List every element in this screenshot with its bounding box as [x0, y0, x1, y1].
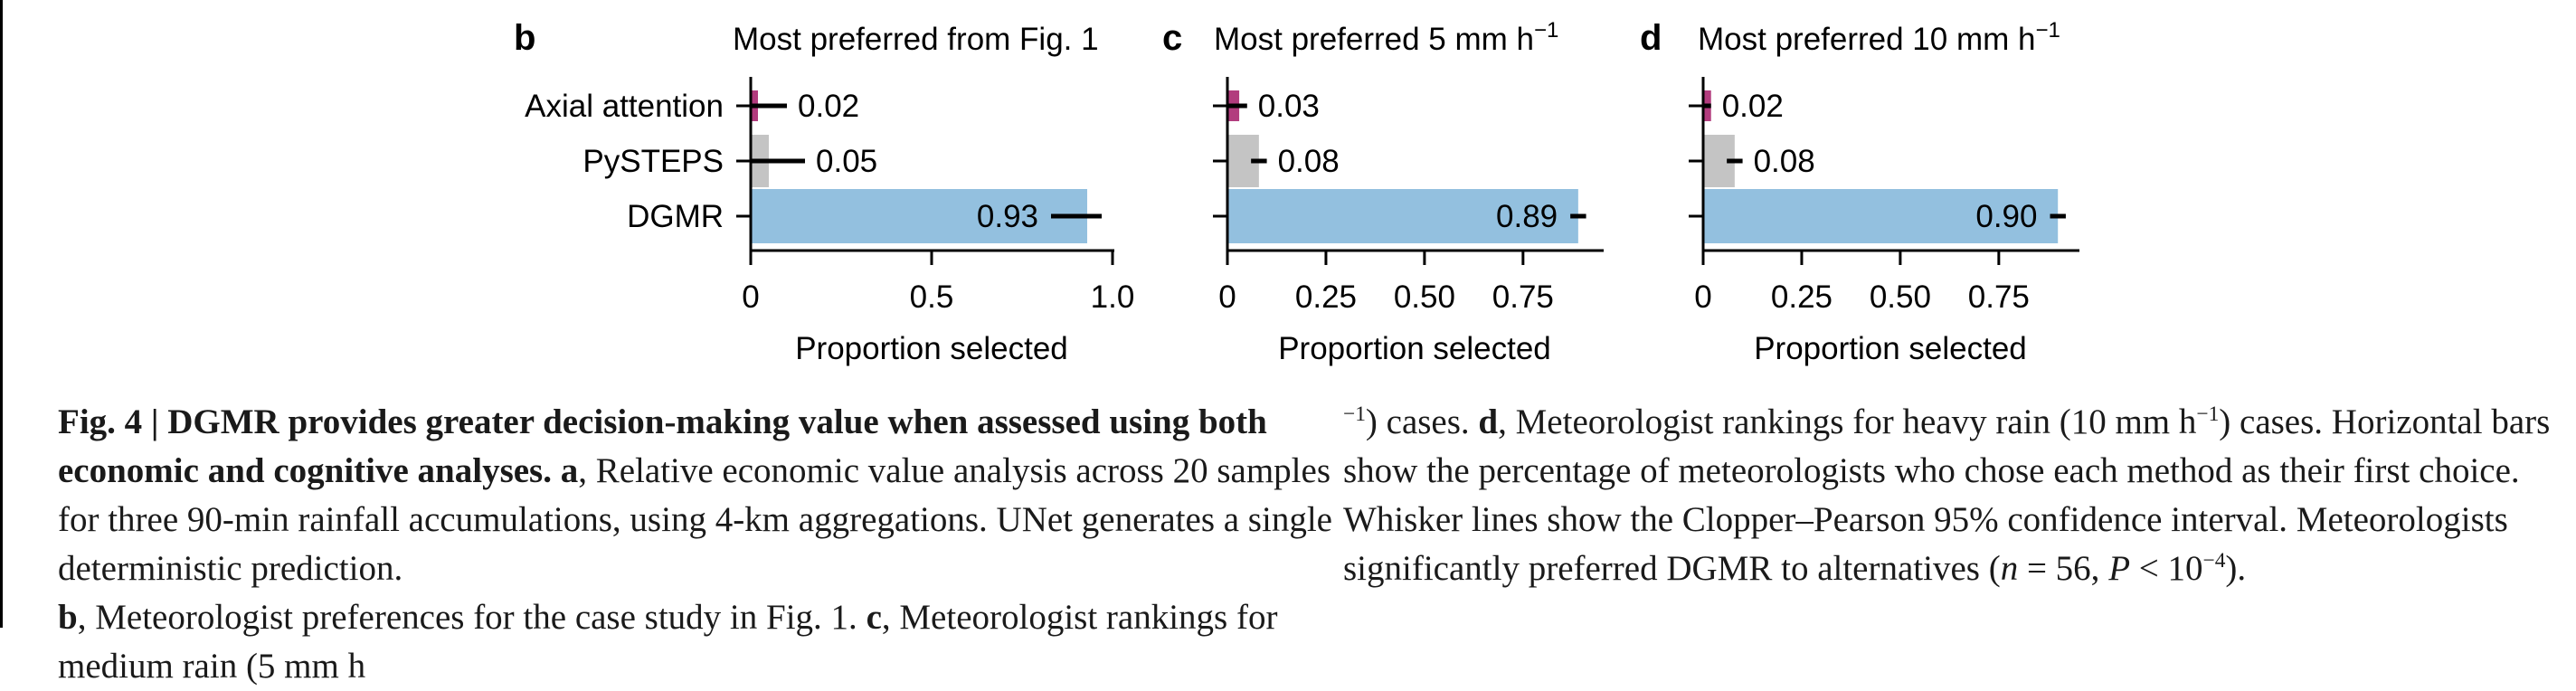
caption-letter-d: d — [1478, 402, 1499, 441]
value-label-b: 0.93 — [977, 199, 1038, 234]
value-label-d: 0.90 — [1975, 199, 2037, 234]
caption-unit-sup-c: −1 — [1343, 402, 1366, 426]
panel-title-sup-c: −1 — [1534, 18, 1558, 43]
x-tick-label-b: 0 — [742, 279, 759, 315]
caption-column-left: Fig. 4 | DGMR provides greater decision-… — [58, 398, 1342, 691]
chart-panel-d: d Most preferred 10 mm h−1 0.02 0.08 0.90 0 0.… — [1640, 18, 2079, 366]
caption-end: ). — [2225, 549, 2247, 588]
value-label-b: 0.02 — [798, 89, 859, 124]
caption-p-sup: −4 — [2202, 549, 2226, 573]
value-label-d: 0.02 — [1722, 89, 1784, 124]
left-margin-rule — [0, 0, 3, 628]
caption-fig-label: Fig. 4 | — [58, 402, 168, 441]
caption-p-eq: < 10 — [2130, 549, 2203, 588]
category-label-dgmr: DGMR — [627, 199, 724, 234]
x-axis-label-c: Proportion selected — [1278, 331, 1551, 366]
panel-letter-b: b — [514, 18, 535, 58]
x-tick-label-d: 0 — [1694, 279, 1711, 315]
panel-title-c: Most preferred 5 mm h−1 — [1214, 18, 1558, 57]
value-label-b: 0.05 — [816, 144, 877, 179]
caption-letter-a: a — [560, 451, 579, 490]
value-label-c: 0.08 — [1278, 144, 1340, 179]
bar-dgmr-d — [1703, 189, 2059, 243]
panel-letter-c: c — [1162, 18, 1182, 58]
x-tick-label-c: 0.25 — [1295, 279, 1357, 315]
panel-title-sup-d: −1 — [2035, 18, 2060, 43]
caption-n-var: n — [2000, 549, 2019, 588]
value-label-c: 0.89 — [1496, 199, 1558, 234]
panel-title-d: Most preferred 10 mm h−1 — [1698, 18, 2060, 57]
x-tick-label-d: 0.75 — [1968, 279, 2030, 315]
caption-d-text-1: , Meteorologist rankings for heavy rain … — [1498, 402, 2197, 441]
value-label-d: 0.08 — [1754, 144, 1815, 179]
caption-a-text: , Relative economic value analysis acros… — [58, 451, 1332, 588]
caption-text-right: −1) cases. d, Meteorologist rankings for… — [1343, 398, 2569, 593]
x-tick-label-c: 0.75 — [1492, 279, 1554, 315]
panel-letter-d: d — [1640, 18, 1662, 58]
panel-title-b: Most preferred from Fig. 1 — [733, 22, 1099, 57]
caption-c-text-2: ) cases. — [1365, 402, 1470, 441]
x-tick-label-b: 1.0 — [1091, 279, 1135, 315]
caption-p-var: P — [2108, 549, 2131, 588]
category-label-pysteps: PySTEPS — [582, 144, 724, 179]
caption-b-text: , Meteorologist preferences for the case… — [77, 598, 857, 637]
x-tick-label-c: 0 — [1218, 279, 1236, 315]
x-axis-label-b: Proportion selected — [795, 331, 1068, 366]
caption-d-text-2: ) cases. Horizontal bars show the percen… — [1343, 402, 2551, 588]
chart-panel-b: b Most preferred from Fig. 1 Axial attenti… — [514, 18, 1134, 366]
caption-unit-sup-d: −1 — [2196, 402, 2220, 426]
x-tick-label-d: 0.25 — [1771, 279, 1833, 315]
caption-letter-c: c — [866, 598, 882, 637]
caption-bold-title: DGMR provides greater decision-making va… — [58, 402, 1267, 490]
value-label-c: 0.03 — [1258, 89, 1320, 124]
caption-n-eq: = 56, — [2018, 549, 2109, 588]
x-tick-label-b: 0.5 — [910, 279, 954, 315]
caption-column-right: −1) cases. d, Meteorologist rankings for… — [1343, 398, 2569, 593]
caption-text-left: Fig. 4 | DGMR provides greater decision-… — [58, 398, 1342, 691]
x-tick-label-c: 0.50 — [1394, 279, 1455, 315]
category-label-axial-attention: Axial attention — [525, 89, 724, 124]
chart-panel-c: c Most preferred 5 mm h−1 0.03 0.08 0.89 0 0.2… — [1162, 18, 1604, 366]
x-axis-label-d: Proportion selected — [1754, 331, 2027, 366]
bar-dgmr-c — [1227, 189, 1578, 243]
caption-letter-b: b — [58, 598, 78, 637]
figure-panels: b Most preferred from Fig. 1 Axial attenti… — [514, 18, 2079, 366]
x-tick-label-d: 0.50 — [1870, 279, 1931, 315]
bar-dgmr-b — [751, 189, 1087, 243]
